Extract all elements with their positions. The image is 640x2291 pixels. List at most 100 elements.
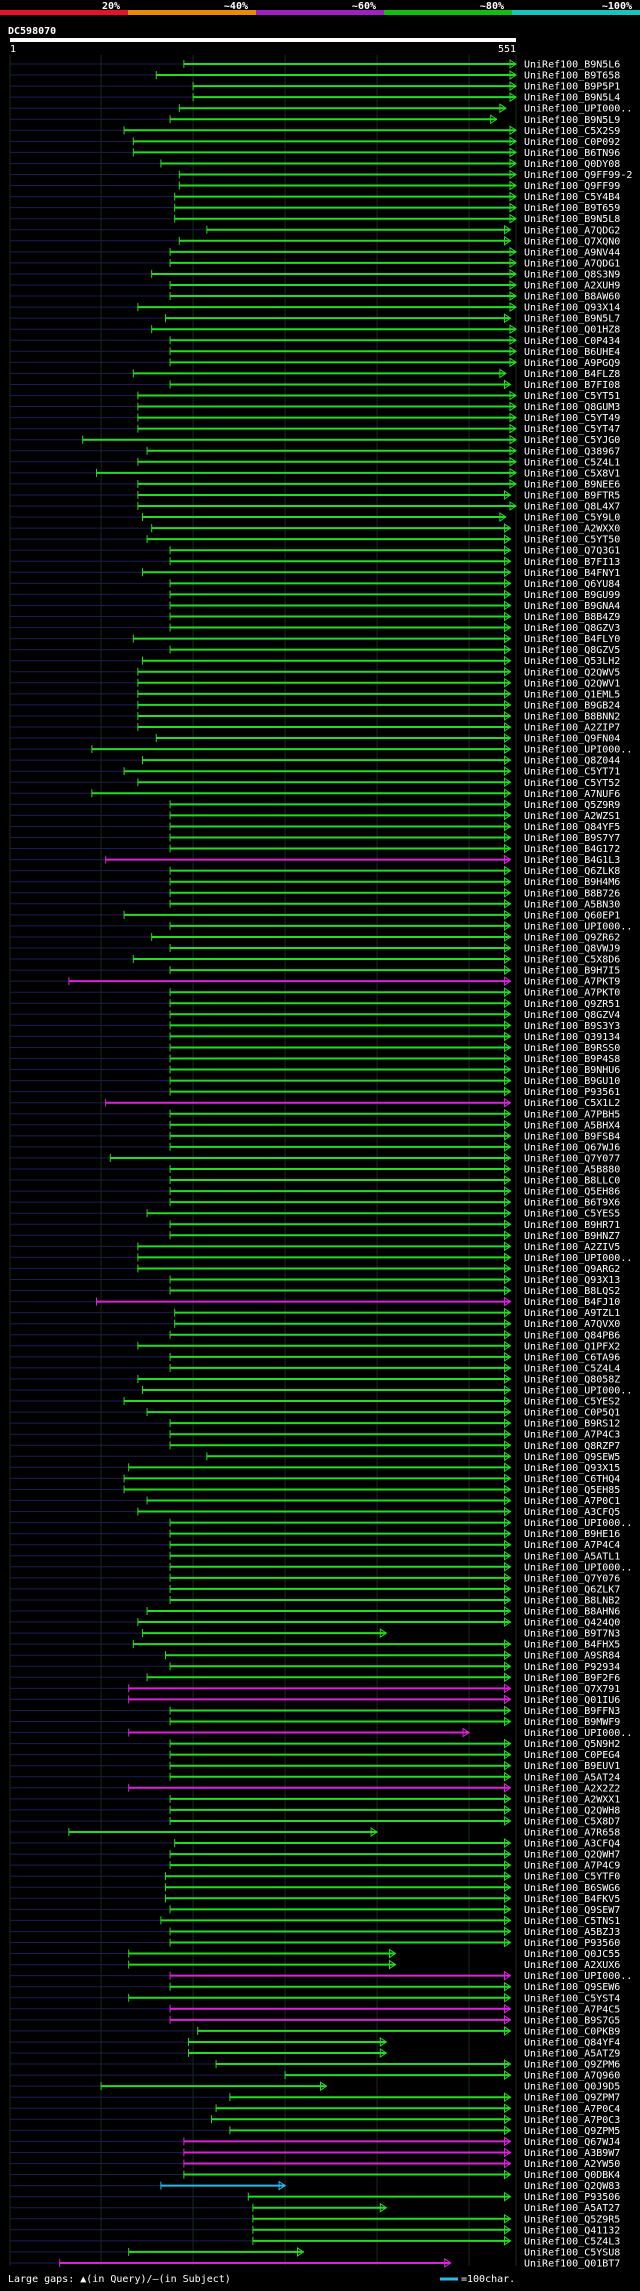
hit-row: UniRef100_A2WXX1 [10, 1793, 620, 1805]
hit-row: UniRef100_Q9ZR62 [10, 932, 620, 943]
hit-row: UniRef100_B9NHU6 [10, 1064, 620, 1076]
hit-arrow [503, 1572, 512, 1583]
hit-arrow [503, 1274, 512, 1285]
hit-arrow [509, 213, 517, 224]
hit-row: UniRef100_Q9ZPM6 [10, 2059, 620, 2071]
hit-row: UniRef100_C5Y4B4 [10, 191, 620, 203]
hit-arrow [499, 368, 507, 379]
hit-arrow [503, 1108, 512, 1119]
hit-row: UniRef100_Q2QW83 [10, 2180, 620, 2192]
hit-row: UniRef100_C5X8D6 [10, 954, 620, 966]
hit-label: UniRef100_P93506 [524, 2192, 620, 2203]
hit-label: UniRef100_Q8VWJ9 [524, 944, 620, 955]
hit-row: UniRef100_A7QVX0 [10, 1318, 620, 1330]
hit-arrow [503, 622, 512, 633]
hit-arrow [503, 1164, 512, 1174]
identity-scale: 20% ~40% ~60% ~80% ~100% [0, 1, 640, 15]
hit-label: UniRef100_A7P4C5 [524, 2004, 620, 2015]
hit-arrow [388, 1948, 397, 1959]
hit-row: UniRef100_B8LNB2 [10, 1595, 620, 1606]
hit-row: UniRef100_B9NEE6 [10, 478, 620, 490]
hit-label: UniRef100_Q7X791 [524, 1684, 620, 1695]
hit-row: UniRef100_B9N5L4 [10, 92, 620, 104]
hit-arrow [503, 1926, 512, 1937]
hit-arrow [503, 1141, 512, 1152]
hit-row: UniRef100_A9SR84 [10, 1650, 620, 1662]
hit-arrow [503, 600, 512, 611]
hit-arrow [509, 169, 517, 180]
hit-arrow [503, 677, 512, 688]
hit-label: UniRef100_C5YT47 [524, 424, 620, 435]
hit-row: UniRef100_B4FLZ8 [10, 368, 620, 380]
hit-arrow [503, 688, 512, 699]
hit-row: UniRef100_B8BNN2 [10, 711, 620, 722]
scale-segment [512, 10, 640, 15]
query-ruler: 1 551 [10, 38, 516, 55]
hit-label: UniRef100_Q424Q0 [524, 1618, 620, 1629]
hit-arrow [503, 2191, 512, 2202]
hit-arrow [503, 1362, 512, 1373]
hit-label: UniRef100_Q9SEW7 [524, 1905, 620, 1916]
hit-row: UniRef100_B9S7Y7 [10, 832, 620, 844]
scale-label: 20% [102, 1, 120, 12]
hit-row: UniRef100_Q01BT7 [10, 2258, 620, 2269]
legend-part: Large gaps: [8, 2274, 80, 2285]
hit-label: UniRef100_A2YW50 [524, 2159, 620, 2170]
hit-arrow [503, 843, 512, 854]
hit-label: UniRef100_B9MWF9 [524, 1717, 620, 1728]
hit-label: UniRef100_C5Z4L3 [524, 2236, 620, 2247]
hit-row: UniRef100_Q01HZ8 [10, 324, 620, 336]
hit-arrow [379, 2202, 388, 2213]
hit-row: UniRef100_Q67WJ6 [10, 1141, 620, 1153]
hit-label: UniRef100_B9P4S8 [524, 1054, 620, 1065]
hit-row: UniRef100_B9HE16 [10, 1528, 620, 1540]
hit-label: UniRef100_B7FI08 [524, 380, 620, 391]
hit-row: UniRef100_Q9FF99 [10, 180, 620, 192]
hit-row: UniRef100_Q5Z9R5 [10, 2213, 620, 2225]
hit-row: UniRef100_A2XUH9 [10, 280, 620, 292]
hit-label: UniRef100_Q60EP1 [524, 910, 620, 921]
hit-row: UniRef100_C0P092 [10, 136, 620, 148]
hit-row: UniRef100_Q8GZV5 [10, 644, 620, 656]
hit-row: UniRef100_A5ATL1 [10, 1550, 620, 1562]
hit-label: UniRef100_A7P4C3 [524, 1430, 620, 1441]
hit-arrow [503, 1893, 512, 1904]
hit-arrow [503, 1396, 512, 1406]
hit-arrow [509, 70, 517, 80]
hit-arrow [503, 755, 512, 766]
hit-label: UniRef100_B7FI13 [524, 557, 620, 568]
hit-label: UniRef100_Q7Y076 [524, 1573, 620, 1584]
hit-arrow [388, 1959, 397, 1970]
hit-row: UniRef100_Q9FF99-2 [10, 169, 632, 181]
hit-label: UniRef100_Q9ZR51 [524, 999, 620, 1010]
hit-row: UniRef100_A7P4C9 [10, 1860, 620, 1872]
hit-label: UniRef100_A2WXX1 [524, 1794, 620, 1805]
hit-row: UniRef100_A5B880 [10, 1164, 620, 1176]
hit-label: UniRef100_C5Z4L1 [524, 457, 620, 468]
hit-row: UniRef100_Q2QWH8 [10, 1804, 620, 1816]
hit-row: UniRef100_C5YST4 [10, 1992, 620, 2004]
hit-label: UniRef100_B9GB24 [524, 700, 620, 711]
hit-row: UniRef100_B9HR71 [10, 1219, 620, 1231]
hit-arrow [503, 2213, 512, 2224]
hit-arrow [503, 1340, 512, 1351]
hit-row: UniRef100_Q41132 [10, 2224, 620, 2236]
hit-arrow [503, 1595, 512, 1605]
hit-label: UniRef100_Q0J9D5 [524, 2082, 620, 2093]
hit-label: UniRef100_B4FHX5 [524, 1640, 620, 1651]
hit-label: UniRef100_Q1PFX2 [524, 1341, 620, 1352]
hit-label: UniRef100_B8AW60 [524, 292, 620, 303]
hit-label: UniRef100_Q41132 [524, 2225, 620, 2236]
hit-label: UniRef100_B4G172 [524, 844, 620, 855]
hit-label: UniRef100_C5YT50 [524, 535, 620, 546]
hit-arrow [509, 125, 517, 136]
hit-label: UniRef100_Q2QW83 [524, 2181, 620, 2192]
hit-label: UniRef100_B6TN96 [524, 148, 620, 159]
hit-row: UniRef100_A3CFQ4 [10, 1838, 620, 1850]
hit-row: UniRef100_B9FSB4 [10, 1130, 620, 1142]
hit-label: UniRef100_Q8GZV4 [524, 1010, 620, 1021]
hit-arrow [462, 1727, 470, 1738]
hit-arrow [503, 578, 512, 589]
hit-row: UniRef100_C5YT47 [10, 423, 620, 435]
hit-arrow [503, 1760, 512, 1771]
